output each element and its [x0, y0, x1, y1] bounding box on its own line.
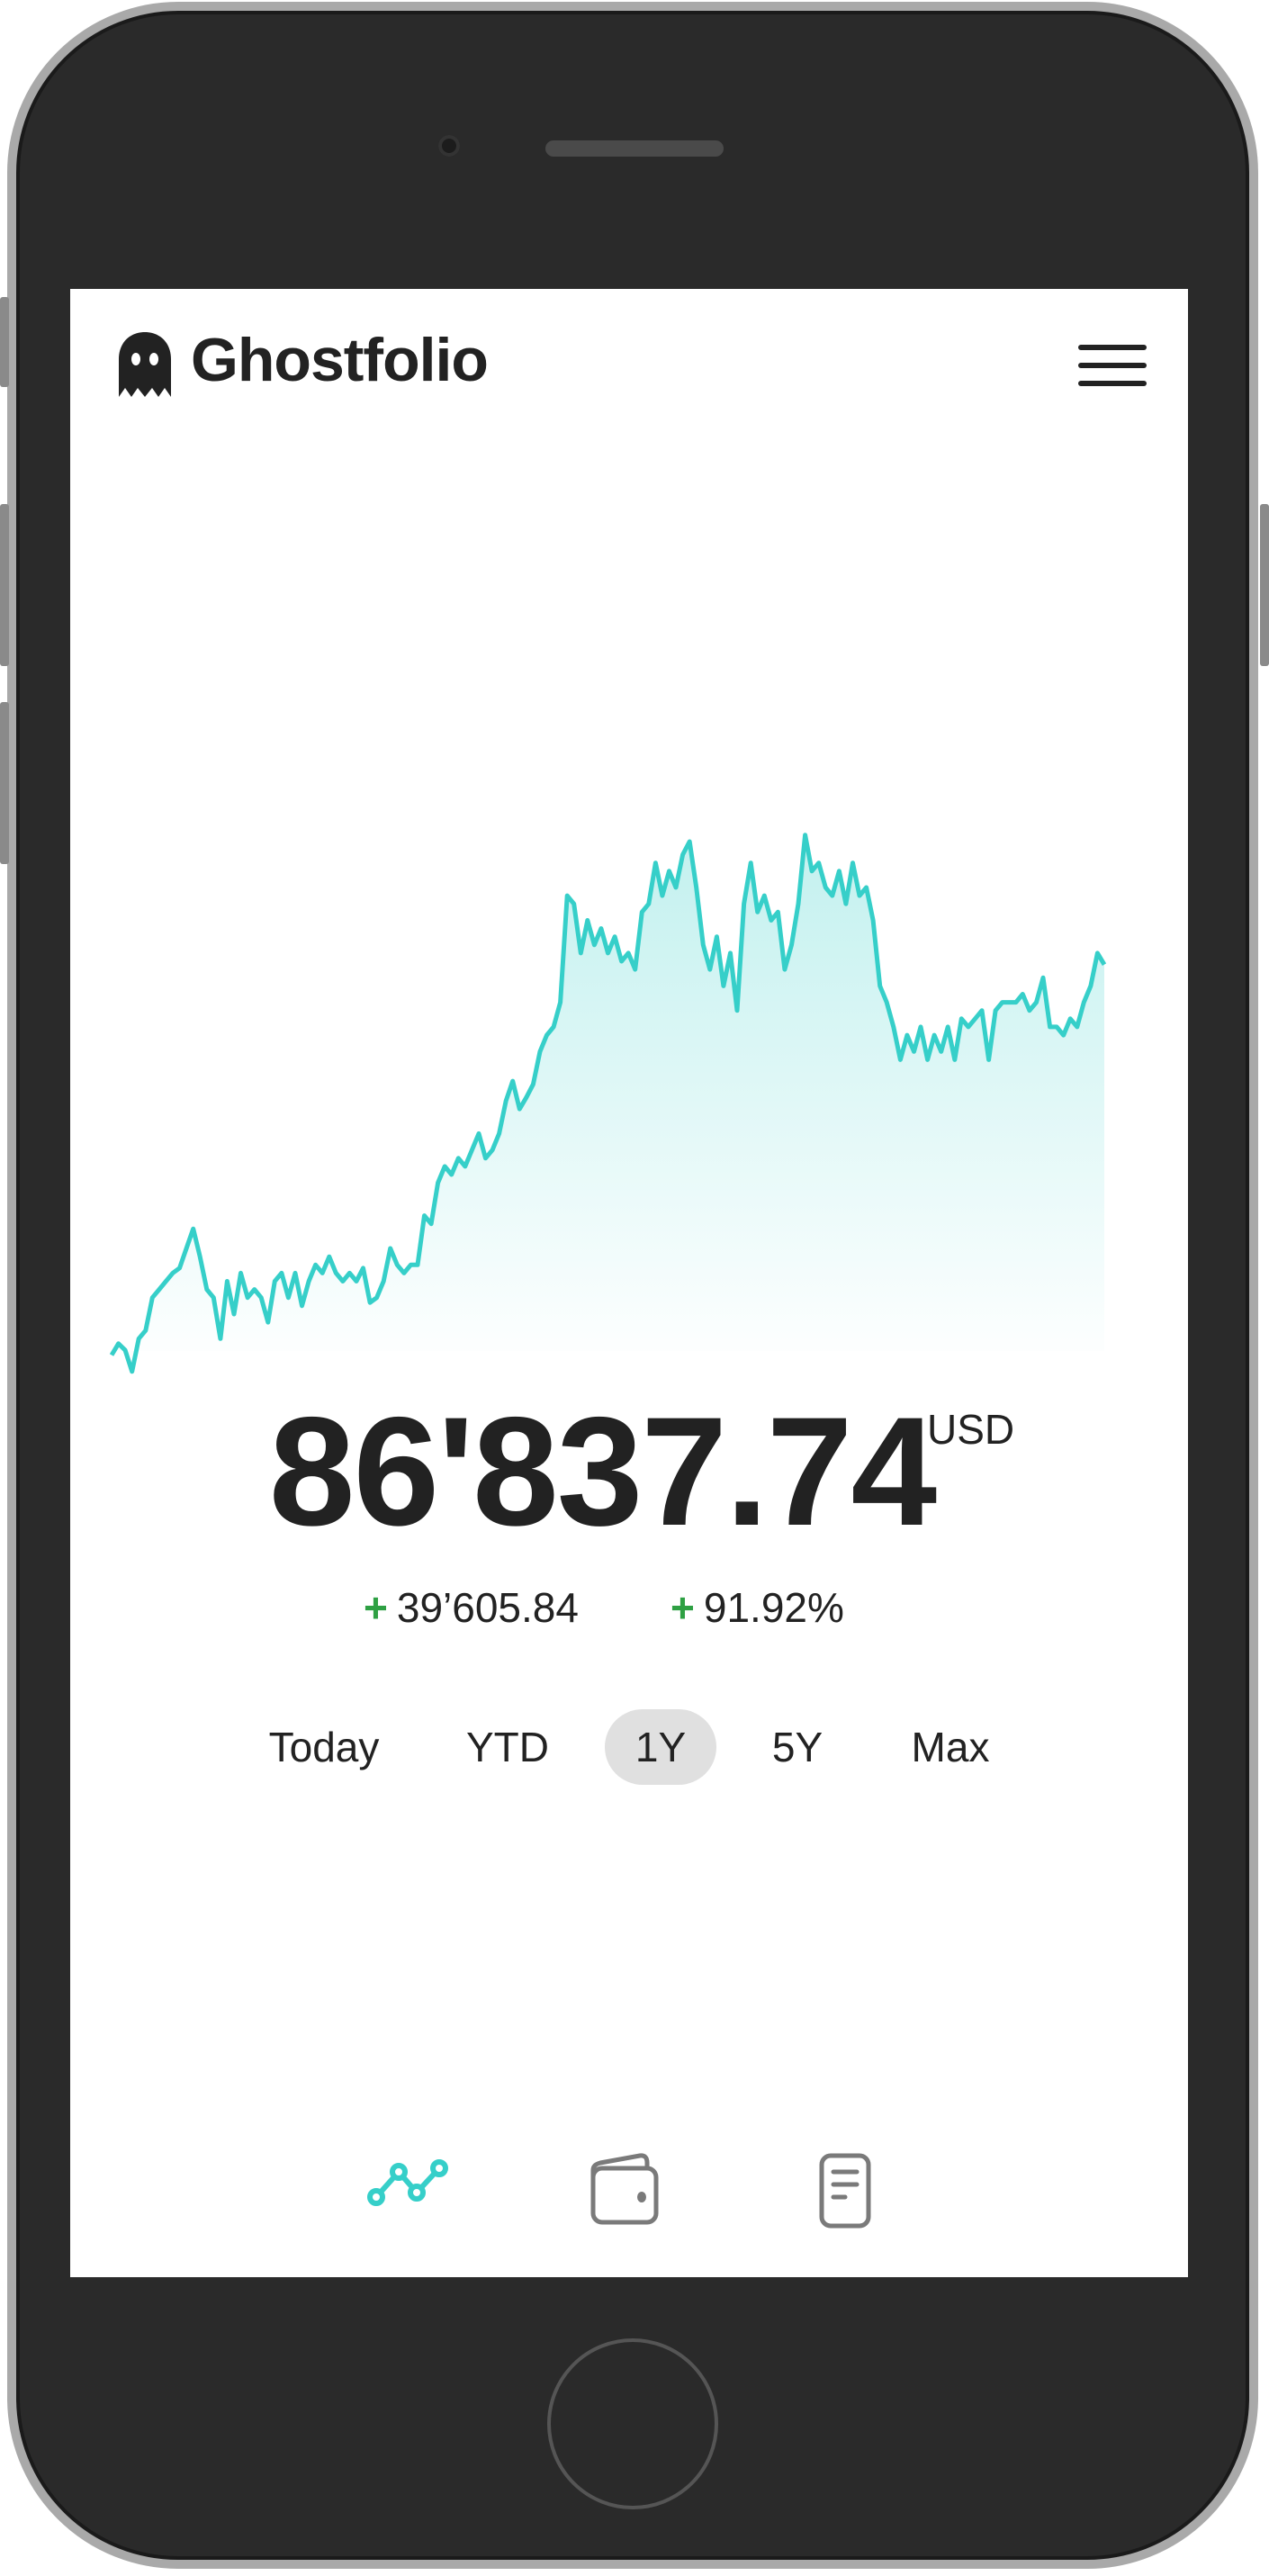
power-button: [1260, 504, 1269, 666]
plus-sign: +: [670, 1584, 695, 1631]
percent-change: +91.92%: [670, 1583, 844, 1632]
absolute-change-value: 39’605.84: [396, 1584, 579, 1631]
currency-label: USD: [927, 1406, 1015, 1453]
volume-up-button: [0, 504, 9, 666]
mute-switch: [0, 297, 9, 387]
ghost-icon: [119, 332, 171, 397]
line-chart-icon[interactable]: [363, 2143, 462, 2242]
earpiece-speaker: [545, 140, 724, 157]
wallet-icon[interactable]: [579, 2143, 678, 2242]
portfolio-value: 86'837.74: [268, 1385, 937, 1558]
plus-sign: +: [364, 1584, 388, 1631]
range-tab-max[interactable]: Max: [911, 1724, 990, 1770]
portfolio-value-row: 86'837.74: [70, 1383, 1188, 1561]
app-title[interactable]: Ghostfolio: [191, 326, 489, 394]
performance-chart: [109, 833, 1107, 1374]
chart-series-line: [109, 833, 1107, 1374]
range-tab-today[interactable]: Today: [268, 1724, 380, 1770]
app-screen: Ghostfolio 86'837.74 USD +39’605.84 +91.…: [70, 289, 1188, 2277]
range-tab-5y[interactable]: 5Y: [771, 1724, 824, 1770]
document-icon[interactable]: [796, 2143, 895, 2242]
range-tab-ytd[interactable]: YTD: [466, 1724, 549, 1770]
hamburger-menu-icon[interactable]: [1078, 345, 1147, 386]
volume-down-button: [0, 702, 9, 864]
range-tab-1y[interactable]: 1Y: [605, 1709, 716, 1785]
home-button[interactable]: [547, 2338, 718, 2509]
chart-area-fill: [112, 834, 1104, 1372]
absolute-change: +39’605.84: [364, 1583, 579, 1632]
percent-change-value: 91.92%: [703, 1584, 844, 1631]
front-camera: [438, 135, 460, 157]
